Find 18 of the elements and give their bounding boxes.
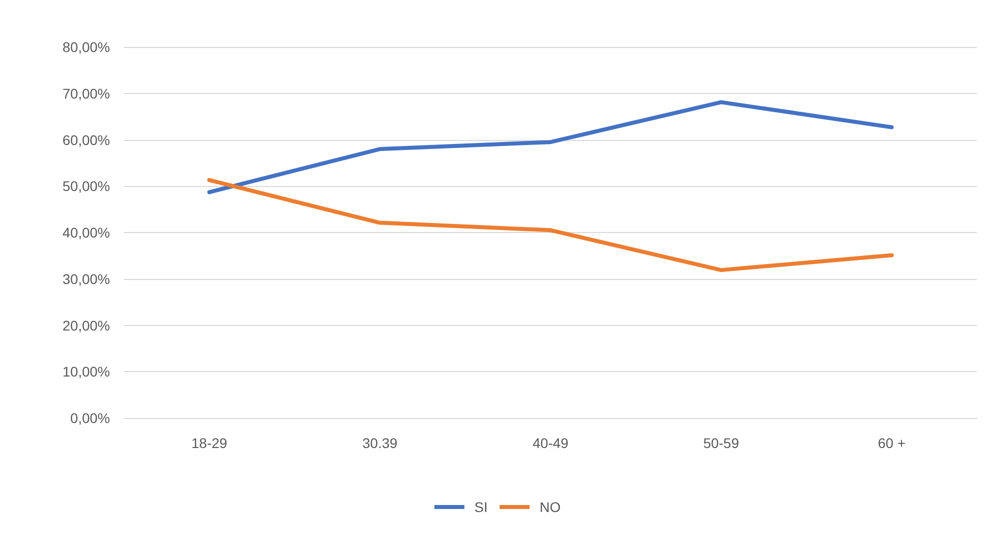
y-tick-label: 40,00% <box>62 224 110 240</box>
y-tick-label: 10,00% <box>62 364 110 380</box>
x-tick-label: 40-49 <box>532 435 569 451</box>
x-tick-label: 18-29 <box>191 435 228 451</box>
line-series <box>207 178 894 272</box>
y-tick-label: 30,00% <box>62 270 110 287</box>
y-tick-label: 50,00% <box>62 178 110 194</box>
x-tick-label: 50-59 <box>703 435 740 451</box>
y-tick-label: 0,00% <box>70 410 110 426</box>
y-tick-label: 20,00% <box>62 317 110 334</box>
legend-label: SI <box>474 499 488 515</box>
legend-label: NO <box>540 499 561 515</box>
y-tick-label: 60,00% <box>62 132 110 148</box>
y-tick-label: 70,00% <box>62 85 110 102</box>
y-tick-label: 80,00% <box>62 39 110 55</box>
x-tick-label: 30.39 <box>362 435 398 451</box>
line-series <box>207 100 894 194</box>
x-tick-label: 60 + <box>878 435 906 451</box>
